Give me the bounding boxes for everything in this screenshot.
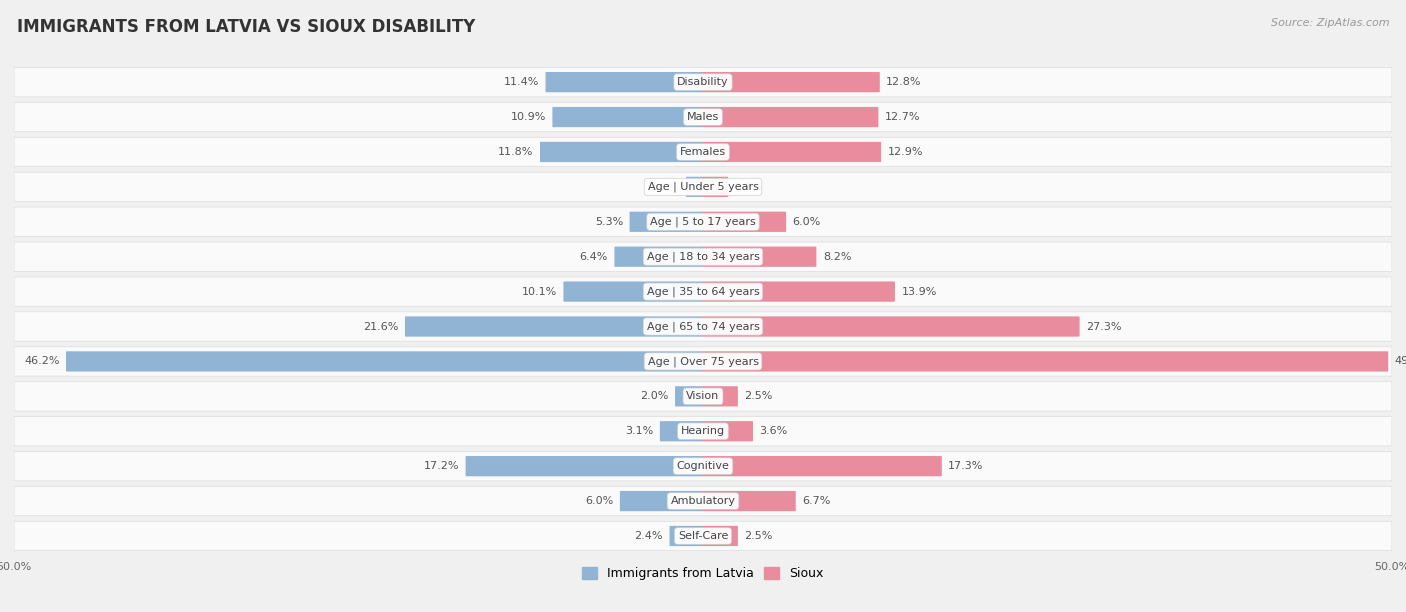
FancyBboxPatch shape	[703, 212, 786, 232]
FancyBboxPatch shape	[675, 386, 703, 406]
FancyBboxPatch shape	[703, 456, 942, 476]
FancyBboxPatch shape	[564, 282, 703, 302]
FancyBboxPatch shape	[703, 107, 879, 127]
Legend: Immigrants from Latvia, Sioux: Immigrants from Latvia, Sioux	[578, 562, 828, 585]
Text: 46.2%: 46.2%	[24, 356, 59, 367]
FancyBboxPatch shape	[14, 487, 1392, 516]
Text: Hearing: Hearing	[681, 426, 725, 436]
FancyBboxPatch shape	[14, 242, 1392, 271]
Text: 17.3%: 17.3%	[948, 461, 984, 471]
FancyBboxPatch shape	[14, 102, 1392, 132]
Text: 8.2%: 8.2%	[823, 252, 852, 262]
Text: 12.7%: 12.7%	[884, 112, 921, 122]
Text: 21.6%: 21.6%	[363, 321, 398, 332]
FancyBboxPatch shape	[14, 347, 1392, 376]
Text: 3.6%: 3.6%	[759, 426, 787, 436]
Text: 10.9%: 10.9%	[510, 112, 546, 122]
FancyBboxPatch shape	[620, 491, 703, 511]
FancyBboxPatch shape	[703, 72, 880, 92]
Text: Age | 5 to 17 years: Age | 5 to 17 years	[650, 217, 756, 227]
Text: Males: Males	[688, 112, 718, 122]
FancyBboxPatch shape	[703, 351, 1388, 371]
Text: 2.5%: 2.5%	[744, 391, 773, 401]
Text: Ambulatory: Ambulatory	[671, 496, 735, 506]
Text: 11.8%: 11.8%	[498, 147, 533, 157]
FancyBboxPatch shape	[66, 351, 703, 371]
FancyBboxPatch shape	[669, 526, 703, 546]
Text: 2.5%: 2.5%	[744, 531, 773, 541]
Text: 27.3%: 27.3%	[1085, 321, 1122, 332]
Text: Disability: Disability	[678, 77, 728, 87]
Text: 2.4%: 2.4%	[634, 531, 664, 541]
Text: 11.4%: 11.4%	[503, 77, 538, 87]
FancyBboxPatch shape	[703, 142, 882, 162]
FancyBboxPatch shape	[703, 177, 728, 197]
FancyBboxPatch shape	[553, 107, 703, 127]
Text: 12.9%: 12.9%	[887, 147, 924, 157]
Text: 17.2%: 17.2%	[423, 461, 460, 471]
FancyBboxPatch shape	[546, 72, 703, 92]
FancyBboxPatch shape	[14, 277, 1392, 306]
Text: Cognitive: Cognitive	[676, 461, 730, 471]
Text: IMMIGRANTS FROM LATVIA VS SIOUX DISABILITY: IMMIGRANTS FROM LATVIA VS SIOUX DISABILI…	[17, 18, 475, 36]
Text: Age | Over 75 years: Age | Over 75 years	[648, 356, 758, 367]
Text: 5.3%: 5.3%	[595, 217, 623, 227]
Text: 1.8%: 1.8%	[735, 182, 763, 192]
Text: Age | 65 to 74 years: Age | 65 to 74 years	[647, 321, 759, 332]
Text: Age | Under 5 years: Age | Under 5 years	[648, 182, 758, 192]
FancyBboxPatch shape	[703, 247, 817, 267]
Text: 6.0%: 6.0%	[585, 496, 613, 506]
FancyBboxPatch shape	[14, 172, 1392, 201]
FancyBboxPatch shape	[703, 316, 1080, 337]
Text: Age | 35 to 64 years: Age | 35 to 64 years	[647, 286, 759, 297]
Text: Age | 18 to 34 years: Age | 18 to 34 years	[647, 252, 759, 262]
FancyBboxPatch shape	[703, 282, 896, 302]
FancyBboxPatch shape	[14, 312, 1392, 341]
Text: 3.1%: 3.1%	[626, 426, 654, 436]
Text: 13.9%: 13.9%	[901, 286, 936, 297]
FancyBboxPatch shape	[14, 382, 1392, 411]
FancyBboxPatch shape	[14, 67, 1392, 97]
FancyBboxPatch shape	[703, 526, 738, 546]
Text: 1.2%: 1.2%	[651, 182, 679, 192]
FancyBboxPatch shape	[630, 212, 703, 232]
FancyBboxPatch shape	[14, 521, 1392, 551]
Text: 49.7%: 49.7%	[1395, 356, 1406, 367]
Text: Females: Females	[681, 147, 725, 157]
FancyBboxPatch shape	[405, 316, 703, 337]
Text: Source: ZipAtlas.com: Source: ZipAtlas.com	[1271, 18, 1389, 28]
FancyBboxPatch shape	[14, 452, 1392, 481]
FancyBboxPatch shape	[14, 417, 1392, 446]
Text: 6.4%: 6.4%	[579, 252, 607, 262]
FancyBboxPatch shape	[703, 491, 796, 511]
Text: Self-Care: Self-Care	[678, 531, 728, 541]
FancyBboxPatch shape	[540, 142, 703, 162]
FancyBboxPatch shape	[14, 137, 1392, 166]
Text: 12.8%: 12.8%	[886, 77, 922, 87]
FancyBboxPatch shape	[703, 386, 738, 406]
Text: 6.0%: 6.0%	[793, 217, 821, 227]
FancyBboxPatch shape	[465, 456, 703, 476]
FancyBboxPatch shape	[686, 177, 703, 197]
FancyBboxPatch shape	[703, 421, 754, 441]
Text: Vision: Vision	[686, 391, 720, 401]
FancyBboxPatch shape	[614, 247, 703, 267]
FancyBboxPatch shape	[659, 421, 703, 441]
Text: 2.0%: 2.0%	[640, 391, 669, 401]
FancyBboxPatch shape	[14, 207, 1392, 236]
Text: 10.1%: 10.1%	[522, 286, 557, 297]
Text: 6.7%: 6.7%	[803, 496, 831, 506]
